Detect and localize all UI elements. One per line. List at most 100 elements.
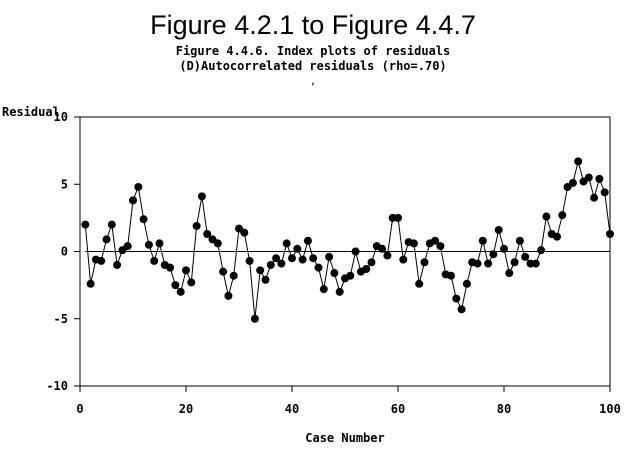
data-point: [351, 247, 360, 256]
data-point: [558, 211, 567, 220]
data-point: [510, 258, 519, 267]
data-point: [431, 236, 440, 245]
data-point: [484, 259, 493, 268]
data-point: [330, 269, 339, 278]
data-point: [219, 267, 228, 276]
x-tick-label: 20: [179, 402, 193, 416]
data-point: [102, 235, 111, 244]
data-point: [309, 254, 318, 263]
data-point: [113, 260, 122, 269]
data-point: [420, 258, 429, 267]
data-point: [293, 244, 302, 253]
data-point: [213, 239, 222, 248]
data-point: [134, 182, 143, 191]
data-point: [335, 287, 344, 296]
series-line: [84, 161, 611, 319]
data-point: [553, 232, 561, 241]
data-point: [500, 244, 508, 253]
data-point: [314, 263, 323, 272]
data-point: [144, 240, 153, 249]
data-point: [590, 193, 599, 202]
data-point: [367, 258, 376, 267]
data-point: [155, 239, 164, 248]
data-point: [447, 271, 455, 280]
data-series: [81, 157, 614, 323]
data-point: [600, 188, 609, 197]
data-point: [182, 266, 190, 275]
data-point: [107, 220, 116, 229]
y-axis-label: Residual: [2, 105, 60, 119]
data-point: [261, 275, 270, 284]
y-tick-label: -10: [46, 379, 68, 393]
y-tick-label: -5: [54, 312, 68, 326]
x-tick-label: 80: [497, 402, 511, 416]
data-point: [436, 242, 445, 251]
data-point: [452, 294, 461, 303]
data-point: [256, 266, 265, 275]
data-point: [166, 263, 175, 272]
data-point: [325, 252, 334, 261]
data-point: [240, 228, 249, 237]
data-point: [394, 213, 402, 222]
data-point: [584, 173, 593, 182]
data-point: [97, 256, 106, 265]
chart-title: Figure 4.4.6. Index plots of residuals: [176, 44, 451, 58]
data-point: [303, 236, 312, 245]
data-point: [362, 264, 371, 273]
data-point: [277, 259, 286, 268]
data-point: [505, 269, 514, 278]
data-point: [245, 256, 254, 265]
data-point: [171, 281, 180, 290]
data-point: [81, 220, 90, 229]
data-point: [139, 215, 148, 224]
data-point: [192, 221, 201, 230]
y-tick-label: 10: [54, 110, 68, 124]
data-point: [383, 251, 392, 260]
data-point: [229, 271, 238, 280]
data-point: [542, 212, 551, 221]
data-point: [515, 236, 524, 245]
data-point: [415, 279, 424, 288]
data-point: [272, 254, 281, 263]
data-point: [574, 157, 583, 166]
data-point: [123, 242, 132, 251]
data-point: [282, 239, 291, 248]
data-point: [298, 255, 307, 264]
stray-mark: ,: [310, 76, 316, 87]
data-point: [462, 279, 471, 288]
data-point: [250, 314, 259, 323]
data-point: [521, 252, 530, 261]
data-point: [489, 250, 498, 259]
data-point: [197, 192, 206, 201]
x-tick-label: 40: [285, 402, 299, 416]
data-point: [478, 236, 487, 245]
data-point: [319, 285, 328, 294]
data-point: [176, 287, 185, 296]
data-point: [346, 271, 355, 280]
data-point: [494, 225, 503, 234]
data-point: [409, 239, 418, 248]
chart-subtitle: (D)Autocorrelated residuals (rho=.70): [179, 59, 446, 73]
y-tick-label: 5: [61, 177, 68, 191]
data-point: [537, 246, 546, 255]
data-point: [531, 259, 540, 268]
data-point: [86, 279, 95, 288]
data-point: [129, 196, 137, 205]
data-point: [399, 255, 408, 264]
data-point: [378, 244, 387, 253]
data-point: [266, 260, 275, 269]
data-point: [187, 278, 196, 287]
data-point: [568, 178, 577, 187]
x-tick-label: 0: [76, 402, 83, 416]
data-point: [150, 256, 159, 265]
data-point: [595, 174, 604, 183]
main-title: Figure 4.2.1 to Figure 4.4.7: [150, 10, 476, 40]
x-tick-label: 100: [599, 402, 621, 416]
data-point: [203, 230, 212, 239]
data-point: [457, 305, 466, 314]
data-point: [224, 291, 233, 300]
x-tick-label: 60: [391, 402, 405, 416]
data-point: [473, 259, 482, 268]
